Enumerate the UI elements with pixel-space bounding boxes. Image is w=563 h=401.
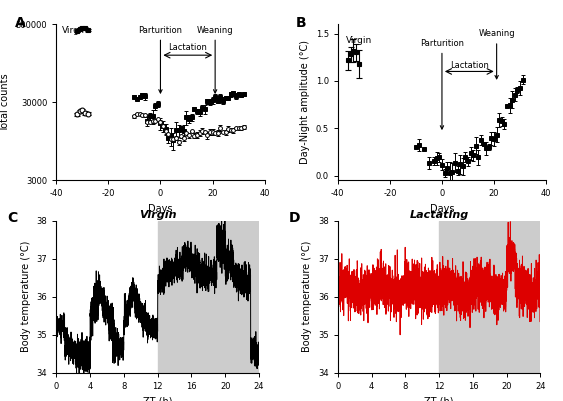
Y-axis label: Total counts: Total counts [0, 73, 10, 132]
X-axis label: ZT (h): ZT (h) [143, 397, 172, 401]
Text: B: B [296, 16, 307, 30]
Text: Lactation: Lactation [168, 43, 207, 53]
Title: Lactating: Lactating [409, 210, 469, 220]
Text: Lactation: Lactation [450, 61, 489, 69]
Text: C: C [8, 211, 18, 225]
Title: Virgin: Virgin [139, 210, 176, 220]
Text: Parturition: Parturition [420, 39, 464, 129]
Bar [439, 221, 540, 373]
Bar [158, 221, 259, 373]
Text: Virgin: Virgin [346, 36, 372, 45]
Text: Virgin: Virgin [61, 26, 88, 34]
X-axis label: Days: Days [430, 204, 454, 214]
Y-axis label: Body temperature (°C): Body temperature (°C) [21, 241, 31, 352]
Text: D: D [289, 211, 301, 225]
X-axis label: Days: Days [148, 204, 173, 214]
Text: Weaning: Weaning [479, 29, 515, 79]
Y-axis label: Body temperature (°C): Body temperature (°C) [302, 241, 312, 352]
Text: Weaning: Weaning [197, 26, 234, 93]
Y-axis label: Day-Night amplitude (°C): Day-Night amplitude (°C) [300, 40, 310, 164]
Text: Parturition: Parturition [138, 26, 182, 93]
Text: A: A [15, 16, 25, 30]
X-axis label: ZT (h): ZT (h) [425, 397, 454, 401]
